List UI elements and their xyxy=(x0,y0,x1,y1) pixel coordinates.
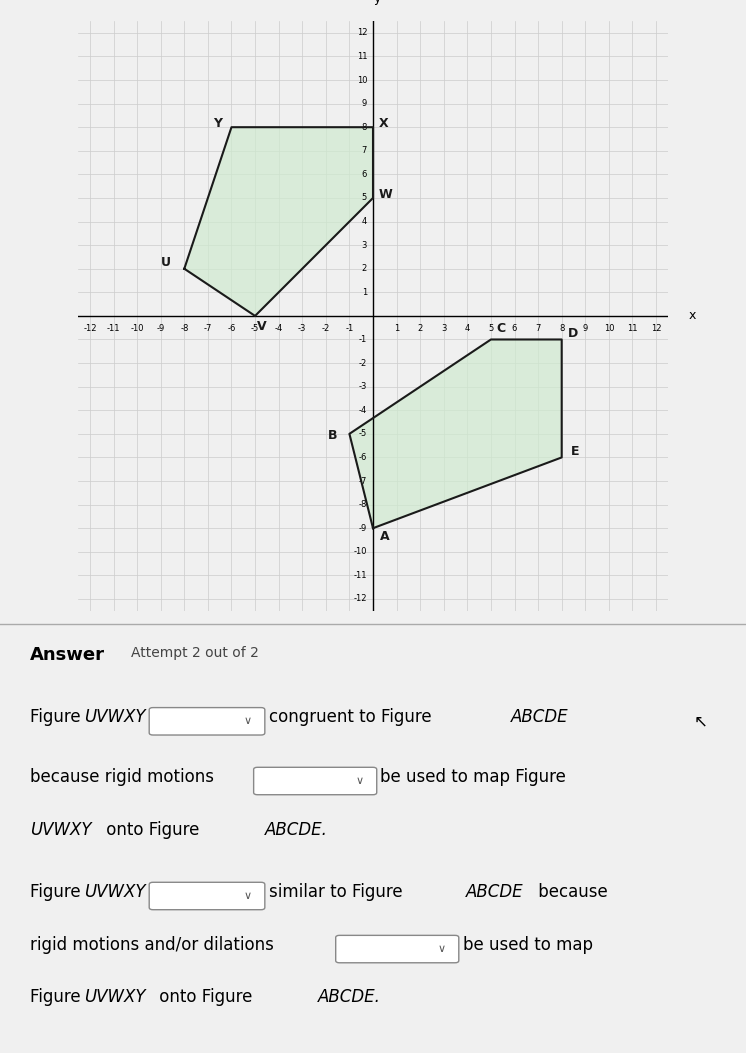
Text: congruent to Figure: congruent to Figure xyxy=(269,708,436,726)
FancyBboxPatch shape xyxy=(254,768,377,795)
Text: V: V xyxy=(257,320,267,333)
Text: C: C xyxy=(497,322,506,336)
Text: -12: -12 xyxy=(84,324,97,333)
Text: -4: -4 xyxy=(359,405,367,415)
Text: UVWXY: UVWXY xyxy=(84,988,145,1006)
Text: B: B xyxy=(328,429,338,441)
Text: -6: -6 xyxy=(359,453,367,462)
Text: UVWXY: UVWXY xyxy=(84,882,145,900)
Text: W: W xyxy=(379,188,392,201)
FancyBboxPatch shape xyxy=(336,935,459,962)
Text: -7: -7 xyxy=(359,477,367,485)
Text: Figure: Figure xyxy=(30,882,86,900)
Text: 11: 11 xyxy=(627,324,638,333)
Text: 9: 9 xyxy=(583,324,588,333)
Text: Attempt 2 out of 2: Attempt 2 out of 2 xyxy=(131,647,258,660)
Text: -5: -5 xyxy=(251,324,259,333)
Text: 6: 6 xyxy=(362,170,367,179)
Text: -10: -10 xyxy=(354,548,367,556)
Text: ∨: ∨ xyxy=(244,891,251,901)
Text: 4: 4 xyxy=(362,217,367,226)
Text: -4: -4 xyxy=(275,324,283,333)
Text: -6: -6 xyxy=(228,324,236,333)
Text: -10: -10 xyxy=(131,324,144,333)
Text: E: E xyxy=(571,445,580,458)
Text: D: D xyxy=(568,327,578,340)
Text: ABCDE.: ABCDE. xyxy=(318,988,380,1006)
Text: 2: 2 xyxy=(362,264,367,273)
Text: 5: 5 xyxy=(362,194,367,202)
Text: because rigid motions: because rigid motions xyxy=(30,768,214,786)
Text: 5: 5 xyxy=(489,324,494,333)
Text: -11: -11 xyxy=(107,324,120,333)
Text: ↖: ↖ xyxy=(694,713,708,731)
Text: 8: 8 xyxy=(362,123,367,132)
Text: Figure: Figure xyxy=(30,988,86,1006)
Text: 4: 4 xyxy=(465,324,470,333)
Text: onto Figure: onto Figure xyxy=(101,821,204,839)
Text: -12: -12 xyxy=(354,595,367,603)
Text: ABCDE: ABCDE xyxy=(511,708,568,726)
Text: -8: -8 xyxy=(180,324,189,333)
Text: ∨: ∨ xyxy=(356,776,363,786)
Text: 10: 10 xyxy=(604,324,614,333)
Text: 12: 12 xyxy=(357,28,367,37)
Text: A: A xyxy=(380,530,389,543)
Text: U: U xyxy=(160,256,171,270)
FancyBboxPatch shape xyxy=(149,708,265,735)
Text: 9: 9 xyxy=(362,99,367,108)
Text: be used to map: be used to map xyxy=(463,936,592,954)
Text: onto Figure: onto Figure xyxy=(154,988,258,1006)
Text: -3: -3 xyxy=(359,382,367,391)
Polygon shape xyxy=(349,339,562,529)
Text: 2: 2 xyxy=(418,324,423,333)
Text: -2: -2 xyxy=(322,324,330,333)
Text: UVWXY: UVWXY xyxy=(84,708,145,726)
Text: 3: 3 xyxy=(362,241,367,250)
Text: -9: -9 xyxy=(359,523,367,533)
Text: -8: -8 xyxy=(359,500,367,509)
Text: ∨: ∨ xyxy=(438,945,445,954)
Text: 6: 6 xyxy=(512,324,517,333)
Text: because: because xyxy=(533,882,608,900)
Text: x: x xyxy=(689,310,697,322)
Text: y: y xyxy=(374,0,381,4)
Text: Answer: Answer xyxy=(30,647,105,664)
Text: -1: -1 xyxy=(345,324,354,333)
Text: UVWXY: UVWXY xyxy=(30,821,91,839)
FancyBboxPatch shape xyxy=(149,882,265,910)
Text: 11: 11 xyxy=(357,52,367,61)
Text: -11: -11 xyxy=(354,571,367,580)
Text: -3: -3 xyxy=(298,324,307,333)
Polygon shape xyxy=(184,127,373,316)
Text: ∨: ∨ xyxy=(244,716,251,727)
Text: ABCDE.: ABCDE. xyxy=(265,821,327,839)
Text: -2: -2 xyxy=(359,359,367,367)
Text: 10: 10 xyxy=(357,76,367,84)
Text: 1: 1 xyxy=(394,324,399,333)
Text: -5: -5 xyxy=(359,430,367,438)
Text: be used to map Figure: be used to map Figure xyxy=(380,768,566,786)
Text: Figure: Figure xyxy=(30,708,86,726)
Text: -7: -7 xyxy=(204,324,212,333)
Text: -9: -9 xyxy=(157,324,165,333)
Text: -1: -1 xyxy=(359,335,367,344)
Text: 7: 7 xyxy=(536,324,541,333)
Text: X: X xyxy=(379,117,389,131)
Text: 1: 1 xyxy=(362,287,367,297)
Text: 3: 3 xyxy=(441,324,446,333)
Text: similar to Figure: similar to Figure xyxy=(269,882,407,900)
Text: 8: 8 xyxy=(559,324,565,333)
Text: ABCDE: ABCDE xyxy=(466,882,524,900)
Text: Y: Y xyxy=(213,117,222,131)
Text: rigid motions and/or dilations: rigid motions and/or dilations xyxy=(30,936,274,954)
Text: 7: 7 xyxy=(362,146,367,155)
Text: 12: 12 xyxy=(651,324,661,333)
